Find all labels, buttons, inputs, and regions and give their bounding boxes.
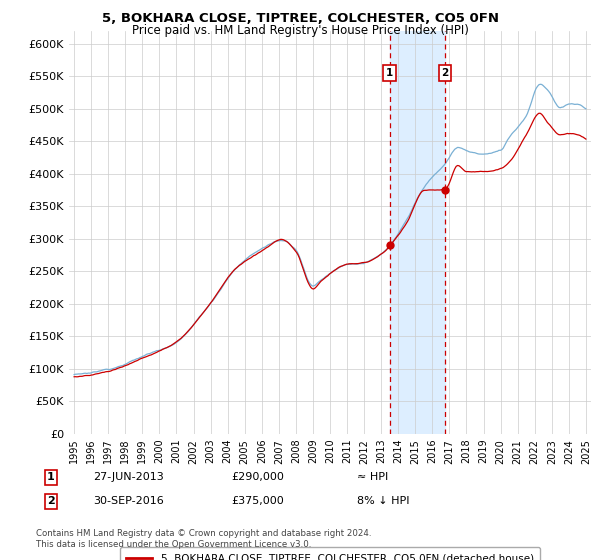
Text: ≈ HPI: ≈ HPI (357, 472, 388, 482)
Legend: 5, BOKHARA CLOSE, TIPTREE, COLCHESTER, CO5 0FN (detached house), HPI: Average pr: 5, BOKHARA CLOSE, TIPTREE, COLCHESTER, C… (120, 547, 540, 560)
Text: 1: 1 (386, 68, 394, 78)
Text: Contains HM Land Registry data © Crown copyright and database right 2024.
This d: Contains HM Land Registry data © Crown c… (36, 529, 371, 549)
Text: 30-SEP-2016: 30-SEP-2016 (93, 496, 164, 506)
Text: £290,000: £290,000 (231, 472, 284, 482)
Text: £375,000: £375,000 (231, 496, 284, 506)
Text: 8% ↓ HPI: 8% ↓ HPI (357, 496, 409, 506)
Text: Price paid vs. HM Land Registry's House Price Index (HPI): Price paid vs. HM Land Registry's House … (131, 24, 469, 36)
Bar (390, 31, 445, 434)
Text: 2: 2 (47, 496, 55, 506)
Text: 2: 2 (442, 68, 449, 78)
Text: 5, BOKHARA CLOSE, TIPTREE, COLCHESTER, CO5 0FN: 5, BOKHARA CLOSE, TIPTREE, COLCHESTER, C… (101, 12, 499, 25)
Text: 1: 1 (47, 472, 55, 482)
Text: 27-JUN-2013: 27-JUN-2013 (93, 472, 164, 482)
